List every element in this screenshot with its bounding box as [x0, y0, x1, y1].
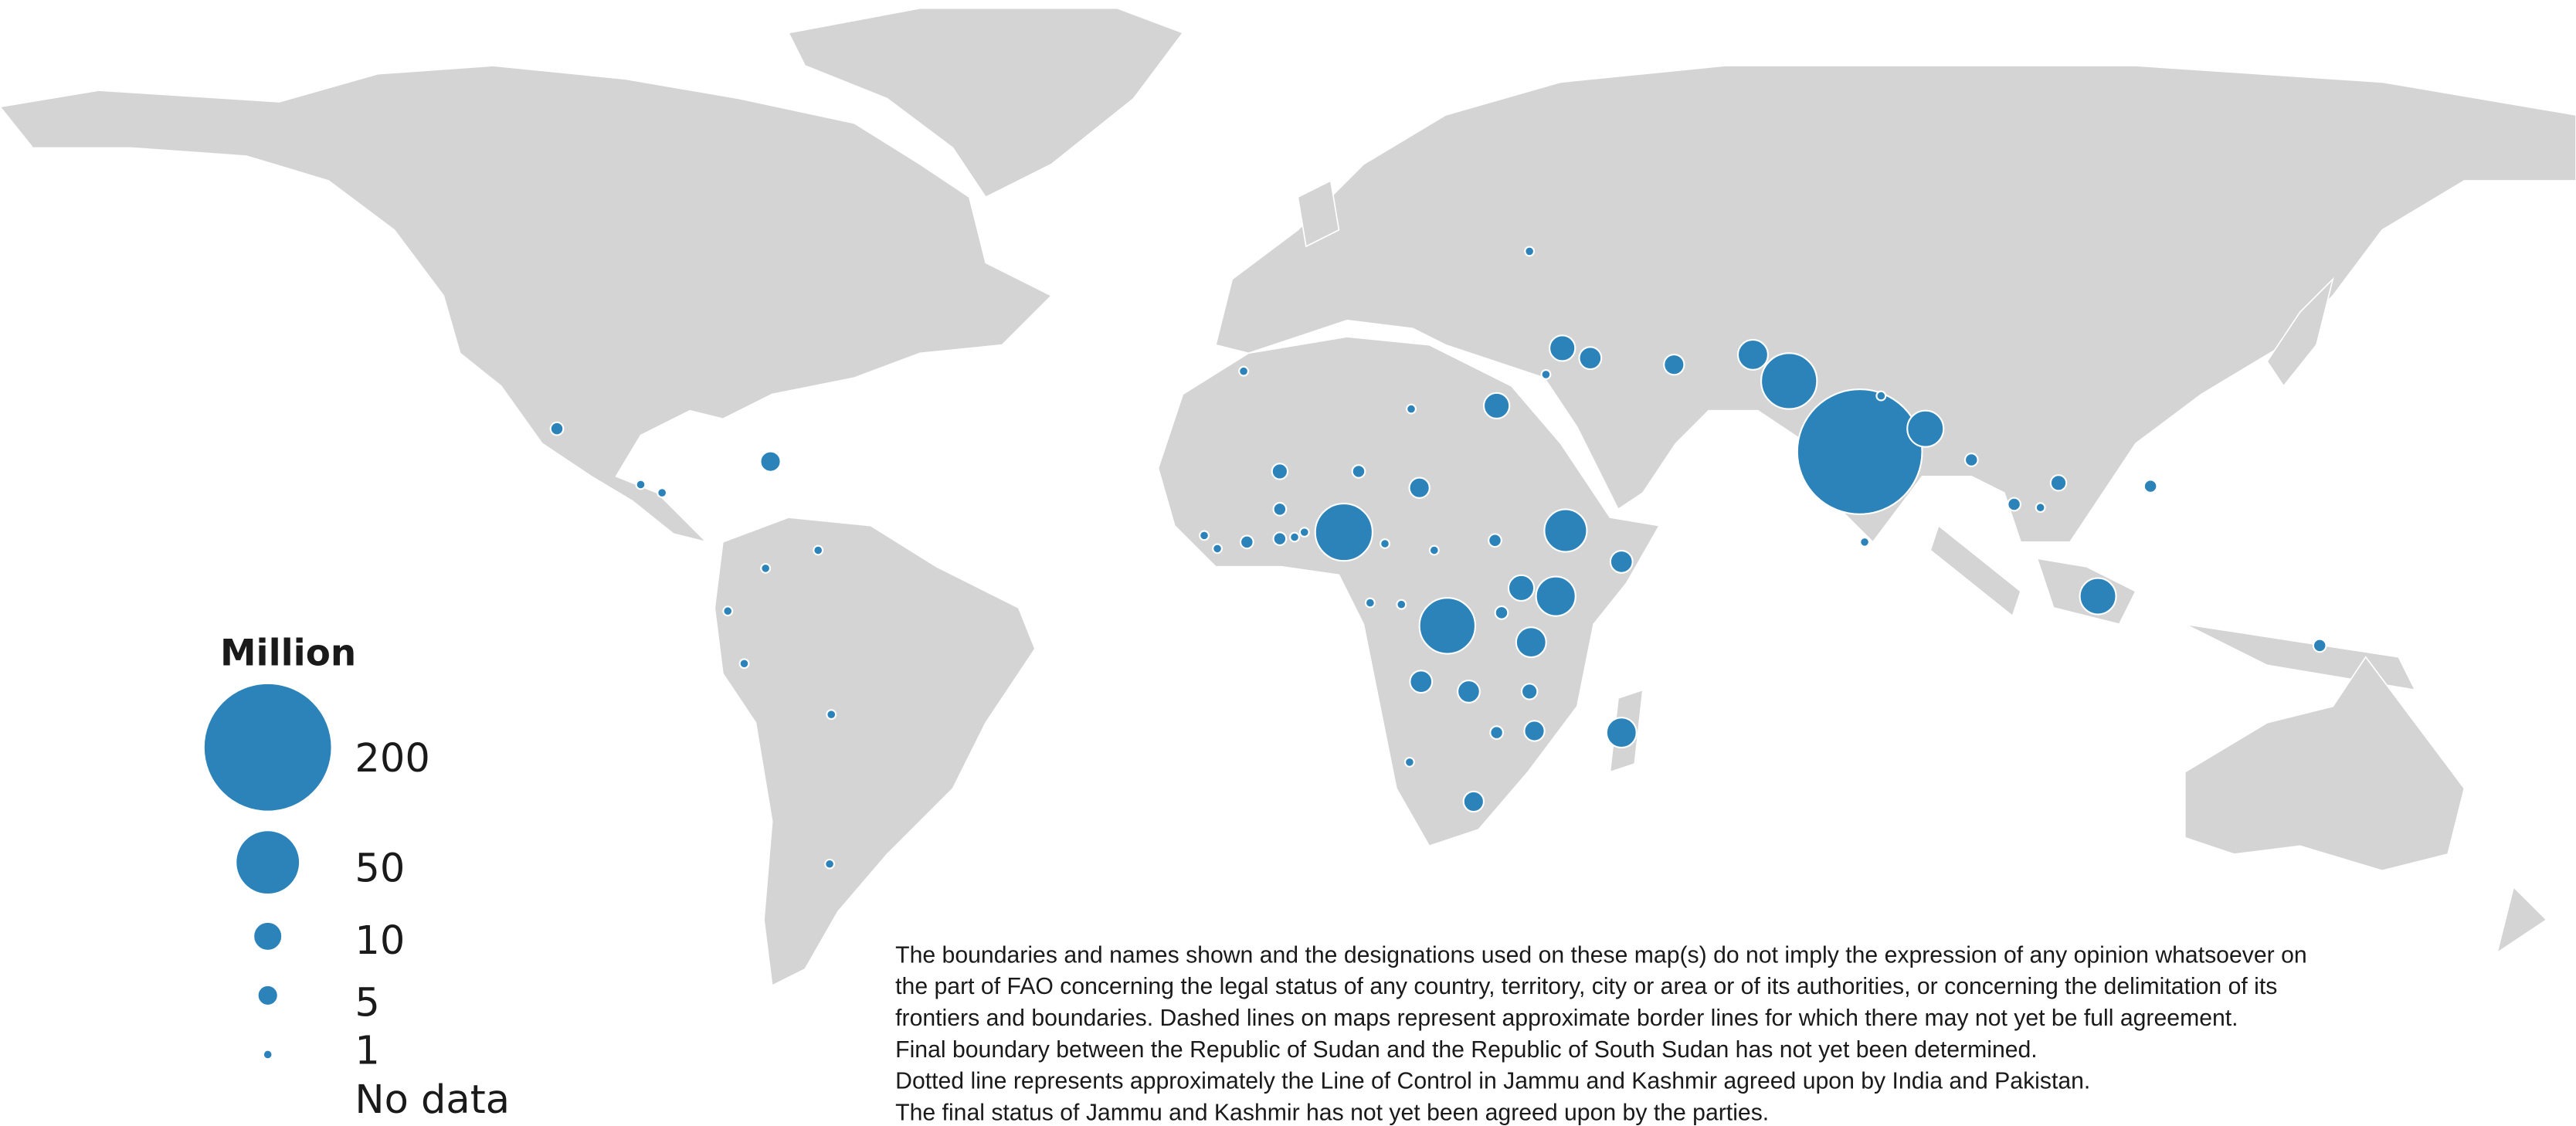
bubble [1663, 353, 1685, 376]
south-america [714, 517, 1036, 987]
bubble [1494, 605, 1509, 620]
bubble [2035, 502, 2046, 514]
bubble [1523, 720, 1546, 742]
bubble [1351, 464, 1366, 479]
legend-no-data: No data [355, 1077, 510, 1123]
bubble [1515, 626, 1547, 659]
bubble [1428, 544, 1440, 556]
disclaimer-line: Final boundary between the Republic of S… [895, 1037, 2038, 1063]
bubble [1364, 597, 1376, 609]
greenland [787, 7, 1184, 198]
north-america [0, 65, 1053, 544]
bubble [1238, 365, 1250, 377]
eurasia [1214, 65, 2576, 544]
bubble [2007, 497, 2021, 512]
bubble [1271, 463, 1289, 480]
bubble [1482, 392, 1511, 420]
bubble [1289, 531, 1300, 543]
bubble [2049, 474, 2068, 492]
bubble [1736, 338, 1769, 371]
disclaimer-line: Dotted line represents approximately the… [895, 1069, 2090, 1094]
legend-circle [235, 829, 301, 896]
land [0, 7, 2576, 987]
bubble [826, 709, 837, 721]
bubble [1507, 574, 1536, 602]
disclaimer-line: The final status of Jammu and Kashmir ha… [895, 1101, 1769, 1126]
bubble [760, 562, 772, 574]
bubble [1540, 369, 1552, 380]
bubble [1199, 530, 1210, 541]
bubble [1212, 543, 1223, 555]
bubble [1314, 502, 1373, 562]
bubble [1298, 527, 1310, 538]
legend-label: 1 [355, 1028, 379, 1073]
bubble [657, 487, 668, 499]
bubble [1418, 597, 1477, 655]
bubble [1535, 575, 1576, 617]
bubble [2312, 638, 2327, 653]
bubble [1520, 683, 1539, 700]
japan [2266, 276, 2334, 388]
bubble [1963, 453, 1979, 467]
bubble [1760, 352, 1818, 410]
bubble [549, 421, 565, 436]
bubble [1409, 670, 1434, 694]
disclaimer-line: The boundaries and names shown and the d… [895, 942, 2306, 968]
sumatra [1929, 524, 2022, 618]
bubble [1396, 599, 1407, 610]
bubble [1403, 756, 1415, 768]
bubble [1605, 717, 1638, 749]
bubble [1543, 508, 1588, 553]
bubble [1408, 477, 1431, 499]
bubble [1488, 533, 1502, 548]
bubble [1406, 403, 1417, 415]
bubble [1549, 334, 1576, 362]
legend: Million No data 200 50 10 51 [202, 633, 510, 1123]
bubble [1609, 549, 1634, 574]
disclaimer-line: the part of FAO concerning the legal sta… [895, 974, 2277, 999]
bubble [1272, 501, 1288, 517]
new-zealand [2496, 885, 2548, 955]
disclaimer: The boundaries and names shown and the d… [895, 942, 2306, 1125]
bubble [813, 544, 824, 556]
legend-circle [262, 1049, 273, 1060]
disclaimer-line: frontiers and boundaries. Dashed lines o… [895, 1006, 2238, 1031]
bubble [635, 479, 647, 490]
bubble [1796, 388, 1923, 515]
legend-circle [256, 984, 279, 1007]
bubble [1380, 538, 1390, 549]
bubble [824, 858, 836, 870]
legend-label: 50 [355, 846, 405, 891]
bubble [1457, 680, 1481, 704]
legend-circle [202, 682, 333, 812]
bubble [1462, 790, 1485, 813]
bubble [1859, 536, 1870, 548]
legend-title: Million [220, 633, 356, 674]
legend-circle [253, 921, 283, 951]
bubbles [549, 246, 2327, 870]
bubble [1875, 390, 1887, 402]
bubble [1272, 531, 1288, 546]
bubble [1578, 346, 1603, 371]
uk [1297, 179, 1340, 248]
bubble [2143, 479, 2158, 493]
bubble [1489, 725, 1504, 740]
bubble [1239, 534, 1254, 550]
legend-label: 5 [355, 981, 379, 1026]
bubble [1906, 409, 1945, 448]
bubble [1524, 246, 1536, 257]
australia [2184, 656, 2466, 872]
bubble [722, 605, 734, 617]
legend-label: 10 [355, 918, 405, 964]
bubble [759, 450, 782, 473]
bubble [738, 658, 750, 670]
legend-label: 200 [355, 736, 429, 782]
bubble [2079, 577, 2117, 616]
